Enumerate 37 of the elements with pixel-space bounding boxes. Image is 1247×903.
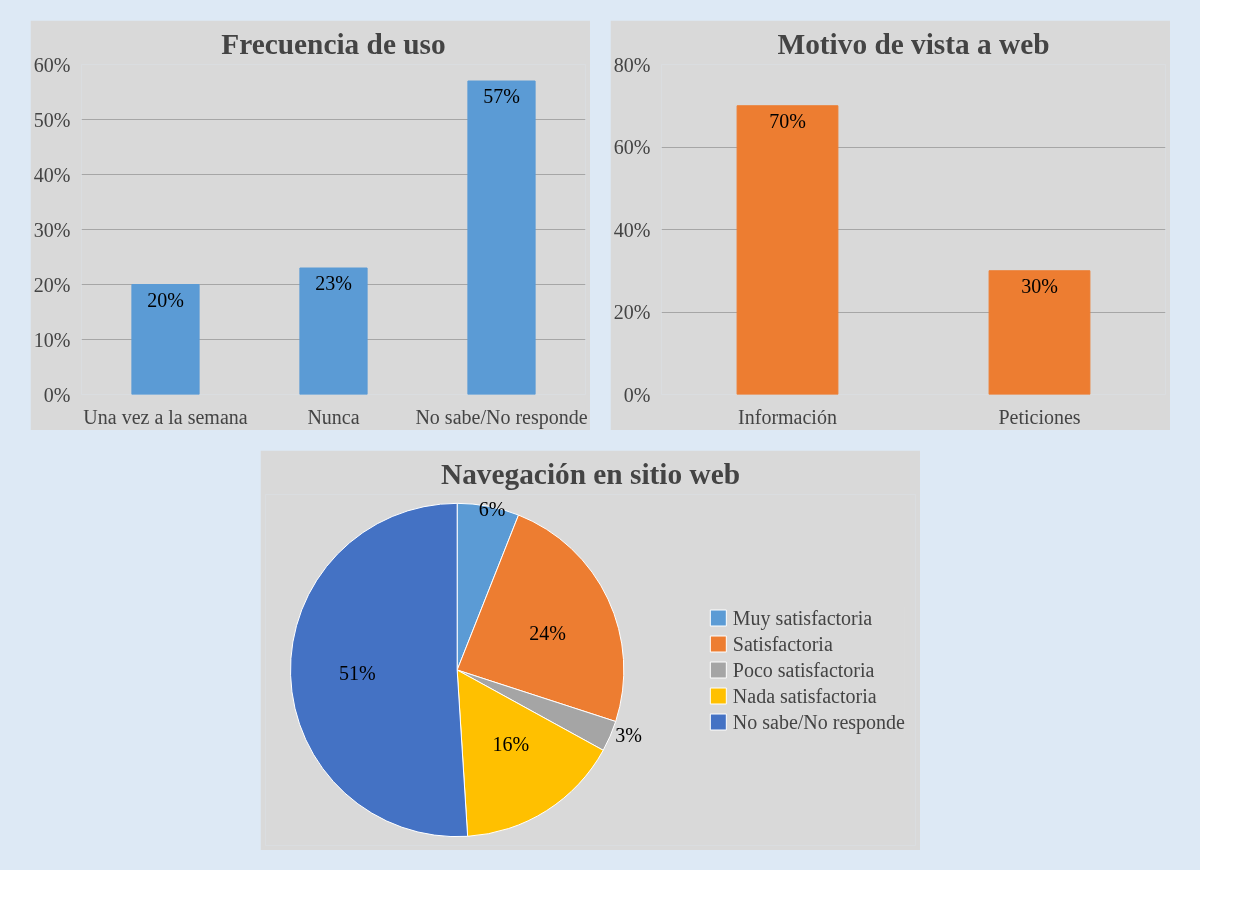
- data-label: 23%: [315, 272, 352, 294]
- legend-label: Satisfactoria: [732, 632, 833, 655]
- data-label: 70%: [769, 109, 806, 132]
- data-label: 20%: [147, 288, 184, 311]
- y-tick-label: 10%: [33, 328, 71, 351]
- y-tick-label: 40%: [33, 163, 71, 186]
- x-tick-label: Nunca: [307, 405, 360, 428]
- data-label: 30%: [1021, 274, 1058, 297]
- data-label: 57%: [483, 85, 520, 107]
- y-tick-label: 20%: [33, 273, 71, 296]
- chart-title: Navegación en sitio web: [441, 457, 740, 490]
- chart-title: Frecuencia de uso: [221, 27, 446, 60]
- y-tick-label: 30%: [33, 218, 71, 241]
- bar: [467, 80, 536, 395]
- legend-label: Nada satisfactoria: [732, 684, 877, 707]
- y-tick-label: 0%: [43, 383, 71, 406]
- legend-label: No sabe/No responde: [732, 710, 905, 733]
- y-tick-label: 60%: [613, 136, 651, 158]
- legend-label: Muy satisfactoria: [732, 606, 873, 629]
- x-tick-label: Información: [738, 405, 837, 428]
- y-tick-label: 20%: [613, 301, 651, 323]
- x-tick-label: No sabe/No responde: [415, 405, 588, 429]
- data-label: 24%: [529, 621, 566, 644]
- x-tick-label: Peticiones: [998, 405, 1081, 428]
- y-tick-label: 0%: [623, 383, 651, 406]
- data-label: 51%: [338, 661, 376, 684]
- bar: [299, 267, 368, 395]
- y-tick-label: 80%: [613, 53, 651, 76]
- y-tick-label: 60%: [33, 53, 71, 76]
- bar: [131, 284, 200, 395]
- legend-label: Poco satisfactoria: [732, 658, 875, 681]
- chart-title: Motivo de vista a web: [777, 27, 1050, 60]
- data-label: 16%: [492, 733, 530, 756]
- y-tick-label: 40%: [613, 218, 651, 241]
- data-label: 3%: [615, 724, 642, 747]
- y-tick-label: 50%: [33, 108, 71, 131]
- x-tick-label: Una vez a la semana: [83, 405, 248, 428]
